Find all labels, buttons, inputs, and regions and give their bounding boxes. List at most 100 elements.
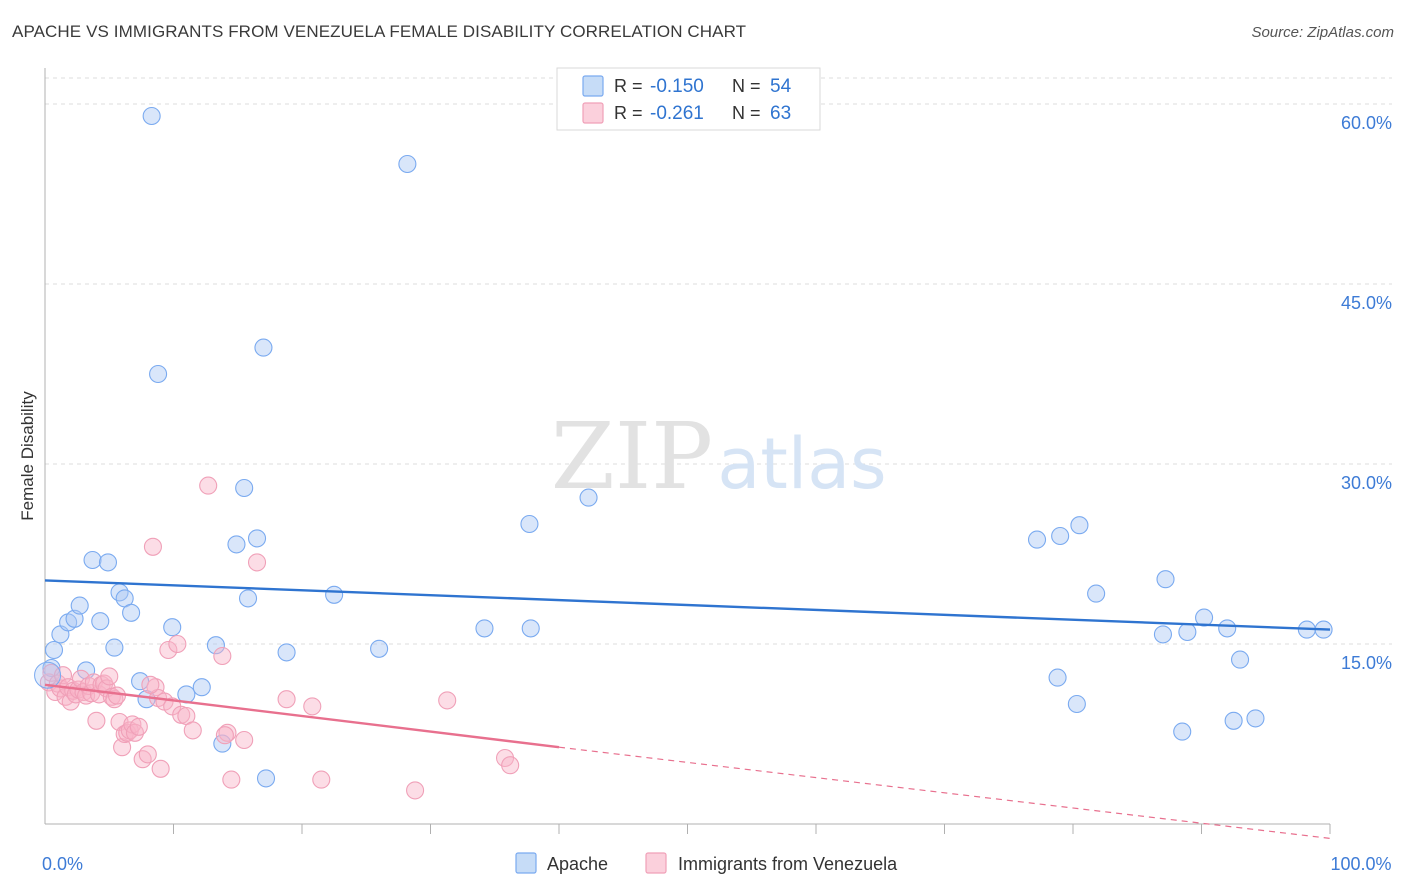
apache-point (1246, 709, 1265, 728)
apache-point (475, 619, 494, 638)
y-tick-label: 30.0% (1341, 473, 1392, 493)
venezuela-point (222, 770, 241, 789)
points-layer (34, 106, 1333, 800)
venezuela-n-value: 63 (770, 103, 791, 124)
venezuela-point (406, 781, 425, 800)
venezuela-point (159, 640, 178, 660)
venezuela-point (303, 697, 322, 716)
legend-apache-swatch (515, 852, 537, 874)
apache-point (1051, 526, 1070, 546)
apache-point (1224, 711, 1243, 730)
apache-point (254, 338, 273, 357)
x-tick-label: 100.0% (1330, 854, 1391, 874)
venezuela-point (107, 686, 127, 705)
trend-layer (44, 579, 1331, 839)
venezuela-r-label: R = (614, 103, 643, 123)
venezuela-point (87, 711, 106, 730)
apache-swatch (582, 75, 604, 97)
venezuela-point (100, 667, 119, 686)
apache-point (277, 643, 296, 662)
venezuela-r-value: -0.261 (650, 103, 704, 124)
apache-point (1067, 694, 1086, 714)
apache-point (370, 639, 389, 658)
venezuela-swatch (582, 102, 604, 124)
legend-venezuela-swatch (645, 852, 667, 874)
apache-point (163, 618, 182, 637)
apache-point (398, 154, 417, 174)
venezuela-point (141, 675, 160, 694)
venezuela-point (215, 726, 234, 745)
series-legend: Apache Immigrants from Venezuela (515, 852, 898, 874)
venezuela-point (133, 750, 152, 769)
apache-point (98, 553, 118, 572)
stats-legend: R = -0.150 N = 54 R = -0.261 N = 63 (556, 67, 821, 131)
apache-point (42, 658, 61, 678)
venezuela-point (277, 690, 296, 709)
venezuela-point (151, 759, 170, 778)
apache-point (579, 488, 598, 507)
venezuela-point (113, 738, 132, 757)
venezuela-point (138, 745, 157, 764)
apache-point (83, 550, 102, 570)
apache-point (105, 638, 124, 657)
venezuela-point (129, 717, 148, 736)
apache-point (256, 769, 276, 788)
y-tick-label: 15.0% (1341, 653, 1392, 673)
apache-point (1048, 668, 1067, 687)
grid-layer (45, 77, 1392, 645)
apache-point (1218, 619, 1237, 638)
apache-point (227, 535, 246, 554)
x-tick-label: 0.0% (42, 854, 83, 874)
apache-n-value: 54 (770, 76, 792, 97)
apache-point (70, 596, 89, 615)
venezuela-point (235, 730, 254, 750)
chart-title: APACHE VS IMMIGRANTS FROM VENEZUELA FEMA… (12, 22, 747, 41)
apache-point (521, 619, 540, 638)
apache-point (1195, 608, 1214, 627)
venezuela-trend-extension (558, 746, 1331, 839)
apache-point (1178, 622, 1197, 642)
watermark: ZIP atlas (551, 403, 887, 510)
apache-point (131, 672, 150, 691)
apache-point (91, 612, 110, 631)
apache-point (206, 636, 225, 655)
axis-layer: 15.0% 30.0% 45.0% 60.0% 0.0% 100.0% (42, 68, 1392, 874)
apache-point (149, 364, 168, 384)
apache-point (1156, 570, 1175, 589)
apache-point (520, 514, 539, 534)
apache-point (34, 661, 62, 689)
venezuela-point (143, 537, 162, 556)
venezuela-point (438, 691, 457, 710)
watermark-zip: ZIP (551, 403, 713, 510)
venezuela-trend-line (44, 683, 560, 749)
apache-point (1153, 625, 1172, 644)
apache-r-label: R = (614, 76, 643, 96)
apache-point (247, 529, 267, 548)
y-tick-label: 45.0% (1341, 293, 1392, 313)
apache-point (1070, 516, 1089, 535)
venezuela-point (213, 646, 232, 666)
apache-point (1027, 530, 1047, 549)
venezuela-point (53, 666, 73, 685)
venezuela-point (247, 553, 267, 572)
venezuela-point (183, 721, 202, 740)
apache-point (238, 589, 258, 608)
venezuela-point (199, 476, 218, 495)
venezuela-point (168, 634, 187, 654)
venezuela-n-label: N = (732, 103, 761, 123)
chart-source: Source: ZipAtlas.com (1251, 24, 1394, 41)
apache-point (1231, 650, 1250, 669)
apache-point (325, 585, 344, 604)
venezuela-point (312, 770, 331, 789)
y-tick-label: 60.0% (1341, 113, 1392, 133)
apache-point (142, 106, 161, 126)
legend-apache-label: Apache (547, 854, 608, 874)
apache-point (1087, 584, 1106, 603)
apache-point (235, 478, 254, 498)
apache-n-label: N = (732, 76, 761, 96)
watermark-atlas: atlas (717, 423, 886, 505)
apache-point (192, 678, 211, 697)
apache-point (1173, 722, 1192, 741)
apache-trend-line (44, 579, 1331, 631)
